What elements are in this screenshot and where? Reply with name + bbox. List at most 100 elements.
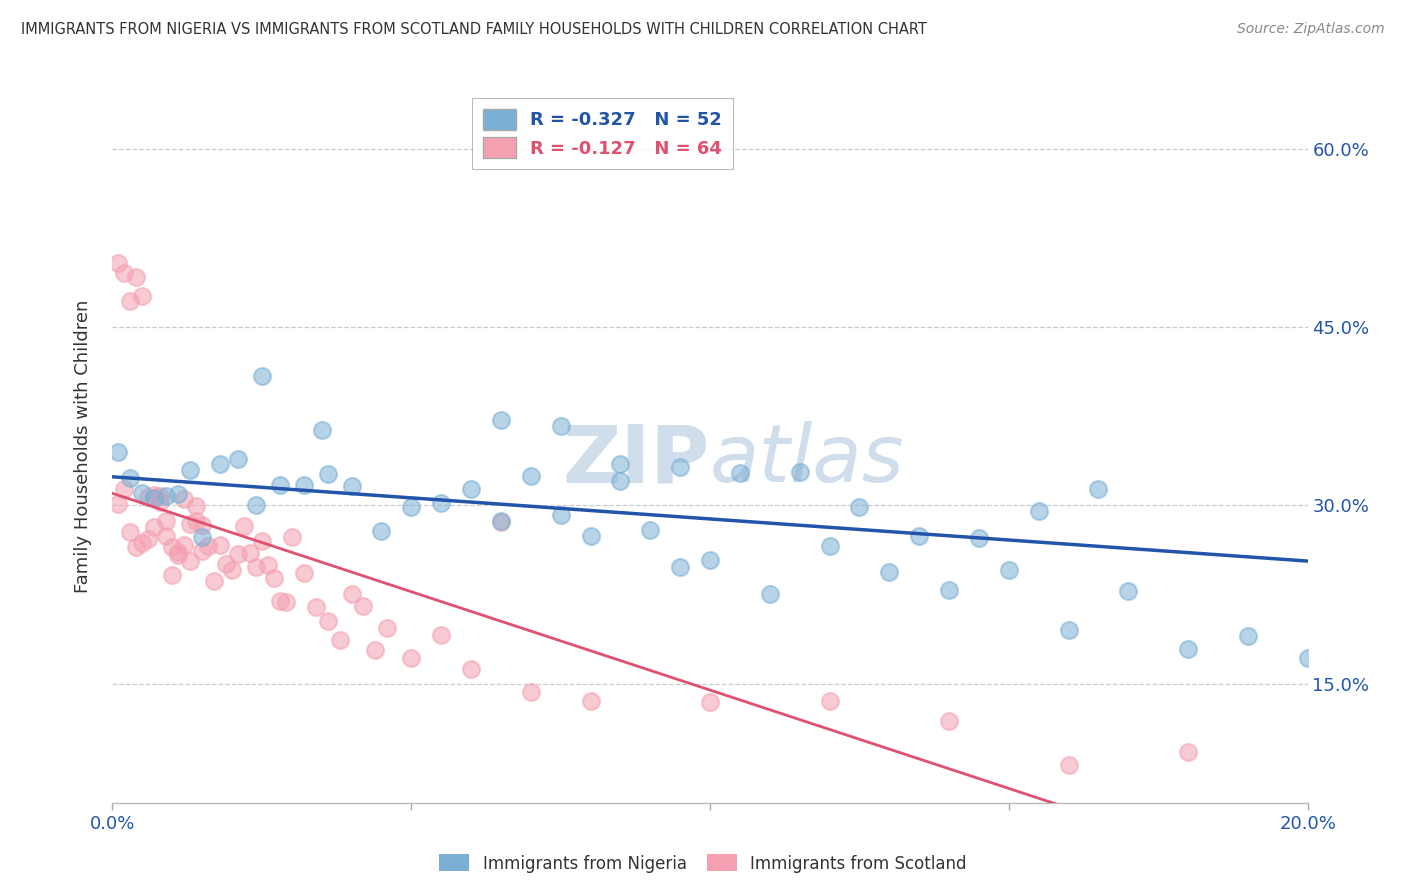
- Point: [640, 523, 662, 537]
- Point: [818, 539, 841, 553]
- Legend: Immigrants from Nigeria, Immigrants from Scotland: Immigrants from Nigeria, Immigrants from…: [433, 847, 973, 880]
- Point: [131, 486, 153, 500]
- Y-axis label: Family Households with Children: Family Households with Children: [73, 300, 91, 592]
- Text: Source: ZipAtlas.com: Source: ZipAtlas.com: [1237, 22, 1385, 37]
- Point: [430, 496, 453, 510]
- Point: [340, 479, 363, 493]
- Point: [908, 529, 931, 543]
- Point: [191, 530, 214, 544]
- Point: [226, 547, 249, 561]
- Point: [550, 508, 572, 522]
- Point: [162, 540, 183, 554]
- Point: [191, 518, 214, 533]
- Point: [460, 482, 482, 496]
- Point: [669, 560, 692, 574]
- Point: [364, 643, 387, 657]
- Point: [263, 571, 285, 585]
- Text: atlas: atlas: [710, 421, 905, 500]
- Point: [759, 587, 782, 601]
- Point: [173, 491, 195, 506]
- Point: [131, 289, 153, 303]
- Point: [269, 593, 291, 607]
- Point: [401, 651, 423, 665]
- Point: [520, 469, 543, 483]
- Point: [131, 536, 153, 550]
- Point: [281, 529, 304, 543]
- Point: [143, 520, 166, 534]
- Point: [489, 514, 512, 528]
- Point: [377, 621, 399, 635]
- Point: [221, 563, 243, 577]
- Point: [179, 517, 201, 532]
- Point: [125, 540, 148, 554]
- Point: [250, 533, 273, 548]
- Point: [120, 471, 142, 485]
- Point: [114, 482, 135, 496]
- Point: [167, 486, 190, 500]
- Point: [550, 419, 572, 434]
- Point: [179, 554, 201, 568]
- Text: IMMIGRANTS FROM NIGERIA VS IMMIGRANTS FROM SCOTLAND FAMILY HOUSEHOLDS WITH CHILD: IMMIGRANTS FROM NIGERIA VS IMMIGRANTS FR…: [21, 22, 927, 37]
- Point: [215, 557, 238, 571]
- Point: [401, 500, 423, 515]
- Point: [186, 499, 208, 513]
- Point: [316, 467, 339, 482]
- Point: [1087, 482, 1109, 496]
- Point: [179, 463, 201, 477]
- Point: [257, 558, 280, 573]
- Point: [311, 423, 333, 437]
- Point: [340, 587, 363, 601]
- Point: [1237, 629, 1260, 643]
- Point: [107, 255, 129, 269]
- Point: [107, 444, 129, 458]
- Point: [125, 269, 148, 284]
- Point: [489, 413, 512, 427]
- Point: [292, 477, 315, 491]
- Point: [353, 599, 375, 613]
- Point: [848, 500, 870, 514]
- Point: [173, 538, 195, 552]
- Point: [938, 583, 960, 598]
- Point: [155, 489, 177, 503]
- Point: [191, 543, 214, 558]
- Point: [250, 369, 273, 384]
- Point: [239, 546, 262, 560]
- Point: [167, 545, 190, 559]
- Point: [460, 662, 482, 676]
- Point: [305, 599, 328, 614]
- Point: [245, 498, 267, 512]
- Point: [269, 477, 291, 491]
- Point: [789, 465, 811, 479]
- Point: [728, 466, 751, 480]
- Point: [609, 474, 631, 488]
- Point: [226, 452, 249, 467]
- Point: [120, 524, 142, 539]
- Point: [879, 566, 901, 580]
- Point: [155, 514, 177, 528]
- Point: [1296, 650, 1319, 665]
- Point: [138, 490, 160, 504]
- Point: [430, 627, 453, 641]
- Point: [609, 457, 631, 471]
- Point: [274, 594, 297, 608]
- Point: [209, 538, 232, 552]
- Point: [818, 694, 841, 708]
- Point: [292, 566, 315, 581]
- Point: [209, 457, 232, 471]
- Point: [167, 548, 190, 562]
- Point: [489, 516, 512, 530]
- Point: [233, 518, 256, 533]
- Point: [967, 531, 990, 545]
- Legend: R = -0.327   N = 52, R = -0.127   N = 64: R = -0.327 N = 52, R = -0.127 N = 64: [472, 98, 733, 169]
- Point: [579, 694, 602, 708]
- Point: [197, 539, 219, 553]
- Point: [329, 632, 352, 647]
- Point: [143, 491, 166, 506]
- Point: [520, 685, 543, 699]
- Point: [699, 695, 721, 709]
- Point: [162, 568, 183, 582]
- Point: [114, 266, 135, 280]
- Point: [143, 488, 166, 502]
- Point: [202, 574, 225, 589]
- Point: [149, 489, 172, 503]
